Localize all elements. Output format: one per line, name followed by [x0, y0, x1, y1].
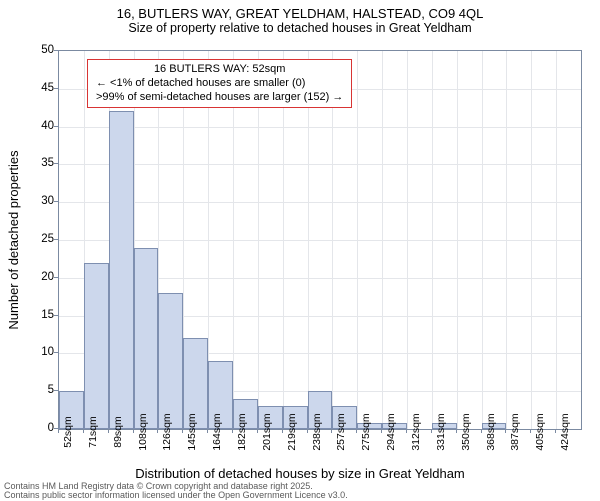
y-tick-mark	[54, 201, 58, 202]
x-tick-label: 331sqm	[435, 413, 447, 450]
histogram-bar	[109, 111, 134, 429]
x-tick-mark	[108, 429, 109, 433]
x-tick-mark	[58, 429, 59, 433]
x-tick-label: 275sqm	[360, 413, 372, 450]
callout-line-2: ← <1% of detached houses are smaller (0)	[96, 77, 343, 91]
x-tick-label: 201sqm	[261, 413, 273, 450]
gridline-v	[357, 51, 358, 429]
y-tick-mark	[54, 126, 58, 127]
x-tick-label: 219sqm	[286, 413, 298, 450]
x-tick-mark	[207, 429, 208, 433]
gridline-v	[531, 51, 532, 429]
chart-container: 16, BUTLERS WAY, GREAT YELDHAM, HALSTEAD…	[0, 0, 600, 500]
y-tick-label: 15	[24, 309, 54, 321]
y-tick-mark	[54, 390, 58, 391]
x-tick-mark	[232, 429, 233, 433]
y-tick-mark	[54, 315, 58, 316]
x-tick-label: 126sqm	[161, 413, 173, 450]
x-tick-mark	[381, 429, 382, 433]
histogram-bar	[134, 248, 159, 429]
y-tick-label: 20	[24, 271, 54, 283]
x-tick-mark	[431, 429, 432, 433]
x-tick-label: 257sqm	[335, 413, 347, 450]
plot-area: 16 BUTLERS WAY: 52sqm ← <1% of detached …	[58, 50, 582, 430]
gridline-h	[59, 240, 581, 241]
x-tick-label: 405sqm	[534, 413, 546, 450]
gridline-v	[382, 51, 383, 429]
y-tick-mark	[54, 277, 58, 278]
y-axis-label: Number of detached properties	[6, 150, 21, 329]
x-tick-label: 164sqm	[211, 413, 223, 450]
gridline-h	[59, 202, 581, 203]
callout-line-3: >99% of semi-detached houses are larger …	[96, 91, 343, 105]
gridline-v	[457, 51, 458, 429]
x-tick-label: 182sqm	[236, 413, 248, 450]
gridline-h	[59, 164, 581, 165]
gridline-v	[556, 51, 557, 429]
y-tick-mark	[54, 88, 58, 89]
x-tick-label: 312sqm	[410, 413, 422, 450]
gridline-v	[482, 51, 483, 429]
x-tick-mark	[307, 429, 308, 433]
y-tick-label: 30	[24, 195, 54, 207]
y-tick-label: 0	[24, 422, 54, 434]
footer-line-2: Contains public sector information licen…	[4, 491, 348, 500]
gridline-v	[506, 51, 507, 429]
y-tick-label: 45	[24, 82, 54, 94]
x-tick-mark	[257, 429, 258, 433]
gridline-v	[407, 51, 408, 429]
y-tick-label: 5	[24, 384, 54, 396]
x-tick-mark	[83, 429, 84, 433]
x-tick-mark	[530, 429, 531, 433]
x-tick-mark	[555, 429, 556, 433]
x-tick-label: 368sqm	[485, 413, 497, 450]
y-tick-mark	[54, 352, 58, 353]
x-tick-mark	[282, 429, 283, 433]
x-axis-label: Distribution of detached houses by size …	[0, 466, 600, 481]
x-tick-label: 145sqm	[186, 413, 198, 450]
x-tick-label: 294sqm	[385, 413, 397, 450]
y-tick-mark	[54, 50, 58, 51]
title-line-2: Size of property relative to detached ho…	[0, 21, 600, 35]
x-tick-mark	[481, 429, 482, 433]
x-tick-mark	[133, 429, 134, 433]
y-tick-label: 40	[24, 120, 54, 132]
x-tick-label: 89sqm	[112, 416, 124, 448]
title-line-1: 16, BUTLERS WAY, GREAT YELDHAM, HALSTEAD…	[0, 6, 600, 21]
x-tick-mark	[456, 429, 457, 433]
x-tick-mark	[505, 429, 506, 433]
histogram-bar	[84, 263, 109, 429]
y-tick-mark	[54, 163, 58, 164]
x-tick-label: 238sqm	[311, 413, 323, 450]
histogram-bar	[158, 293, 183, 429]
x-tick-mark	[406, 429, 407, 433]
callout-line-1: 16 BUTLERS WAY: 52sqm	[96, 63, 343, 77]
x-tick-mark	[356, 429, 357, 433]
y-tick-label: 10	[24, 346, 54, 358]
x-tick-label: 350sqm	[460, 413, 472, 450]
y-tick-label: 35	[24, 157, 54, 169]
footer: Contains HM Land Registry data © Crown c…	[4, 482, 348, 501]
x-tick-label: 108sqm	[137, 413, 149, 450]
x-tick-mark	[331, 429, 332, 433]
x-tick-label: 52sqm	[62, 416, 74, 448]
x-tick-mark	[157, 429, 158, 433]
callout-box: 16 BUTLERS WAY: 52sqm ← <1% of detached …	[87, 59, 352, 108]
title-block: 16, BUTLERS WAY, GREAT YELDHAM, HALSTEAD…	[0, 0, 600, 35]
y-tick-label: 25	[24, 233, 54, 245]
y-tick-label: 50	[24, 44, 54, 56]
x-tick-label: 387sqm	[509, 413, 521, 450]
gridline-v	[432, 51, 433, 429]
x-tick-label: 424sqm	[559, 413, 571, 450]
gridline-h	[59, 127, 581, 128]
x-tick-mark	[182, 429, 183, 433]
x-tick-label: 71sqm	[87, 416, 99, 448]
y-tick-mark	[54, 239, 58, 240]
